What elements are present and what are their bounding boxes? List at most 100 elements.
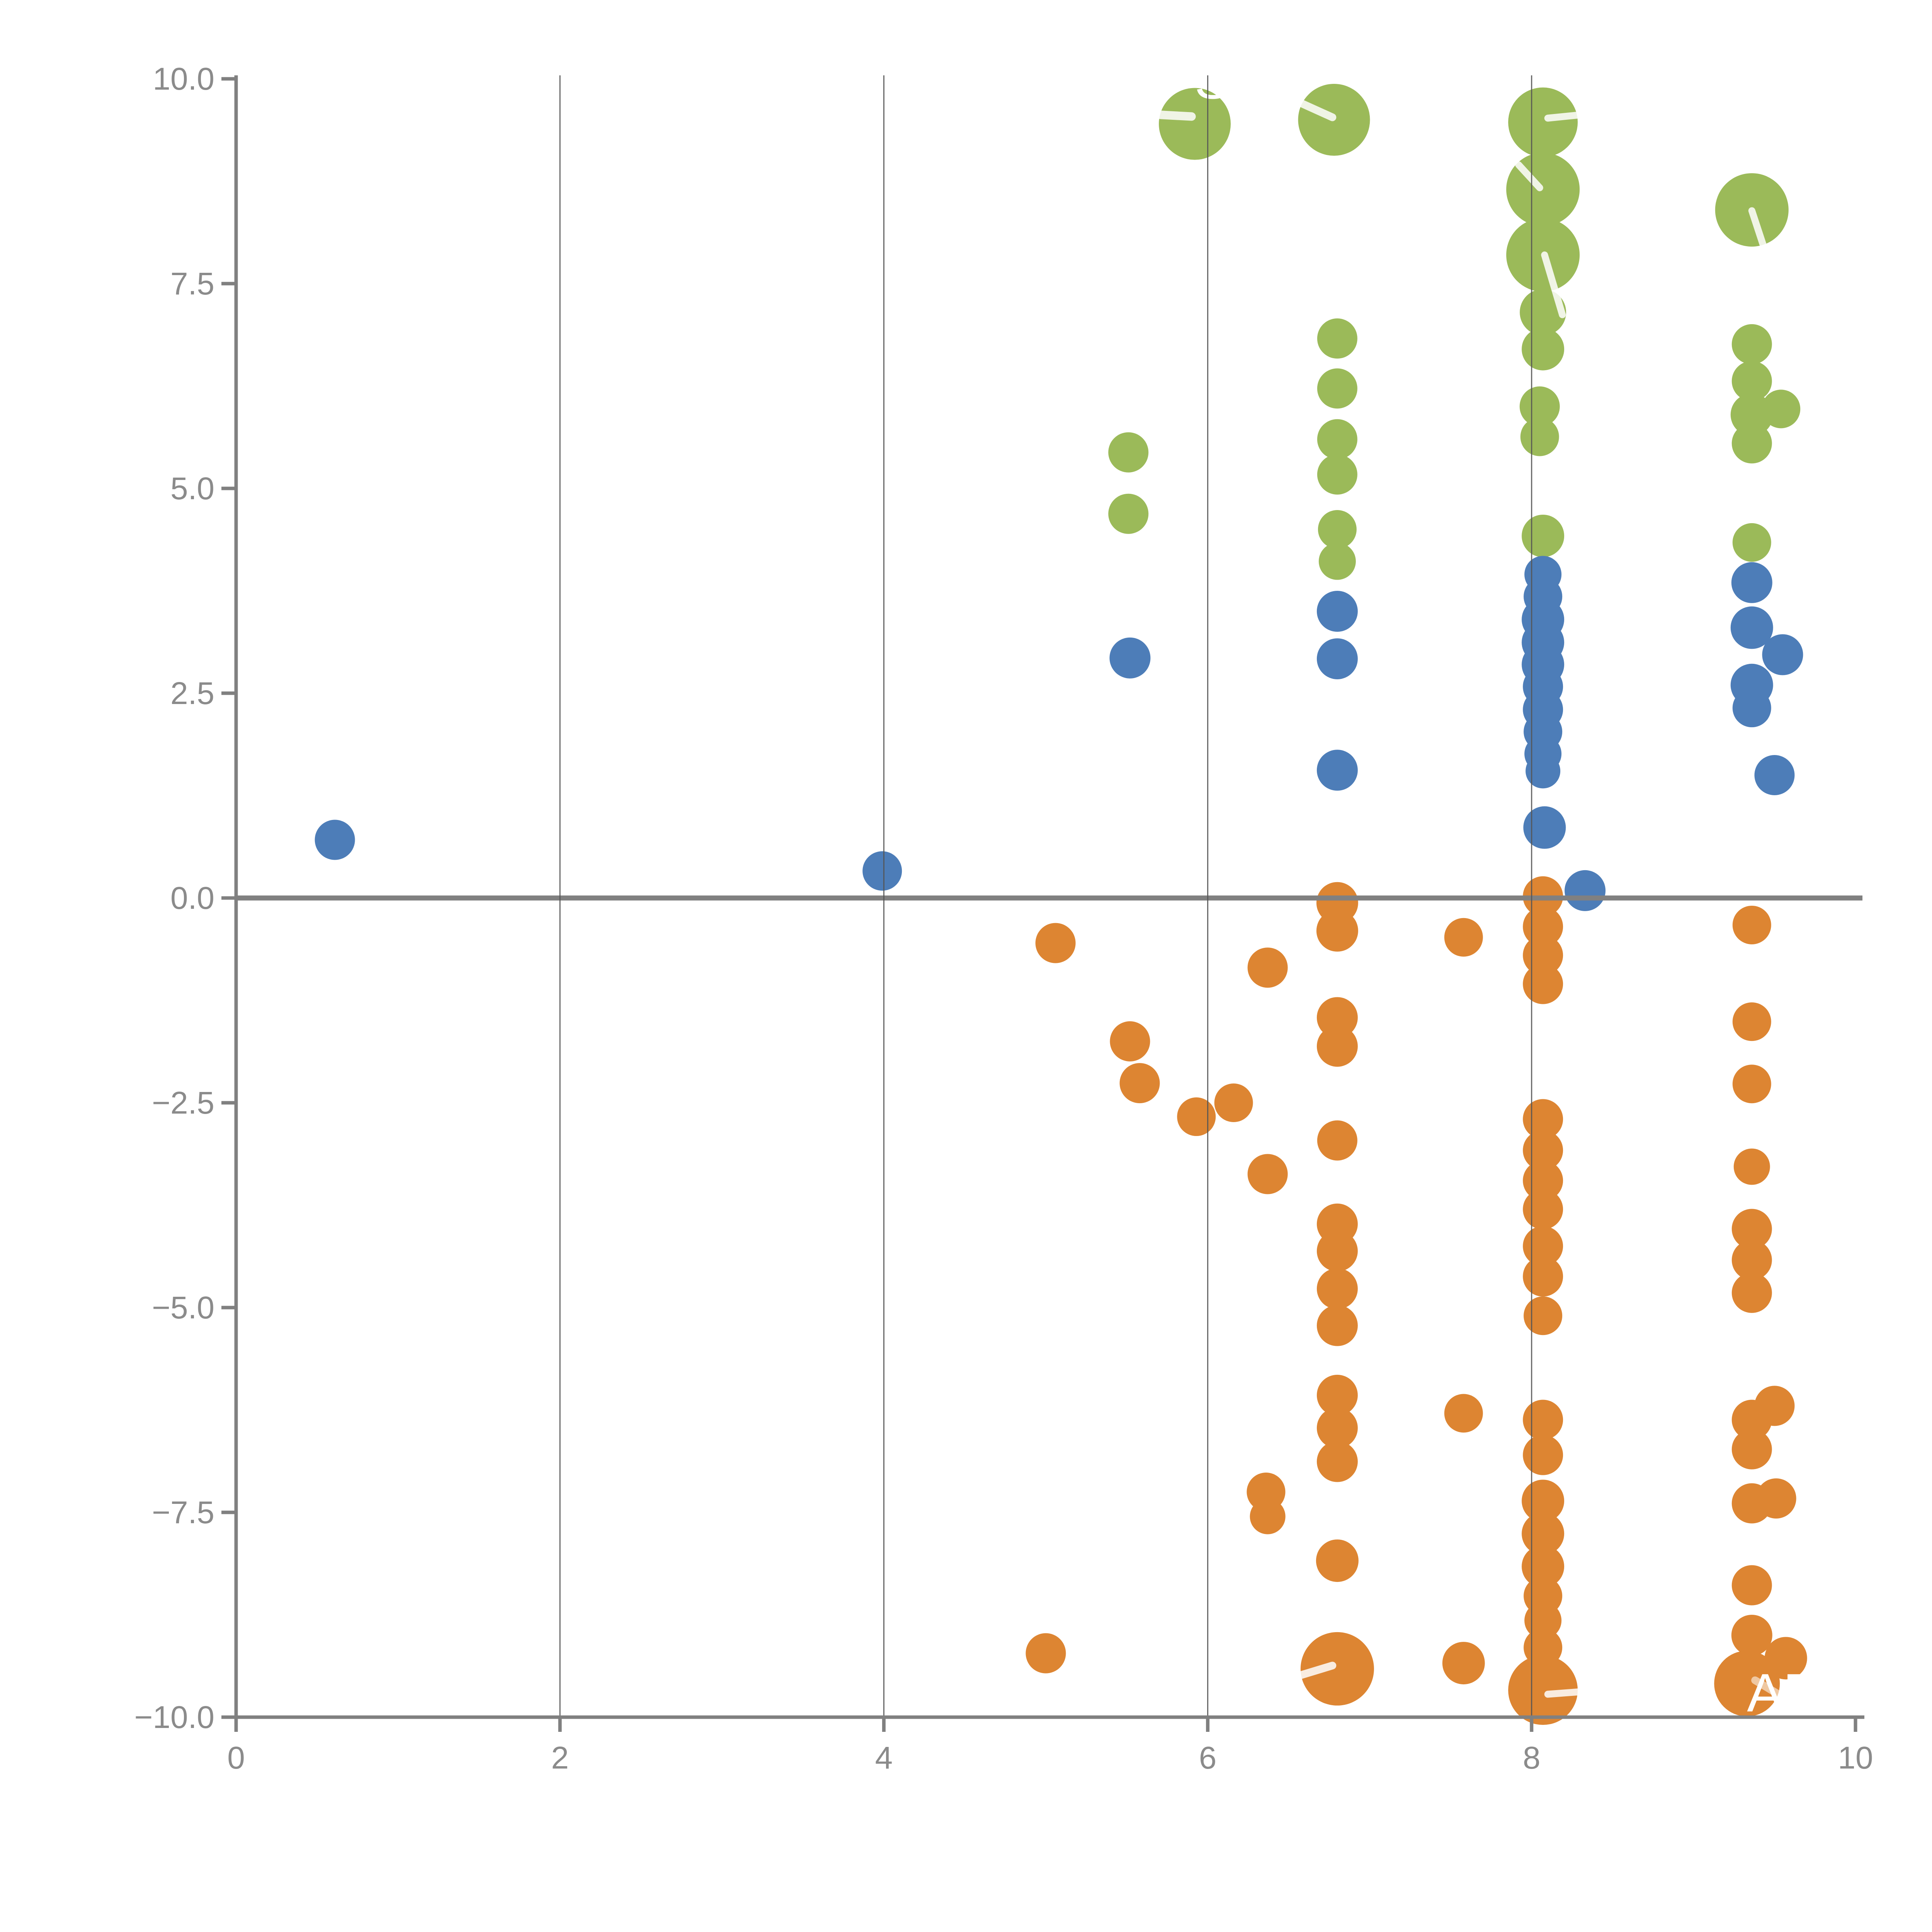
data-point-orange (1523, 1435, 1563, 1475)
data-point-blue (1762, 634, 1803, 675)
data-point-orange (1731, 1272, 1772, 1313)
data-point-orange (1523, 1189, 1563, 1230)
annotation-fragment-7 (1544, 1688, 1584, 1698)
data-point-orange (1522, 1545, 1565, 1588)
data-point-green (1522, 514, 1565, 557)
data-point-orange (1508, 1655, 1578, 1725)
data-point-orange (1444, 1394, 1483, 1433)
gridlines-layer (559, 75, 1532, 1717)
data-point-orange (1035, 923, 1076, 963)
data-point-orange (1316, 1305, 1358, 1346)
data-point-green (1731, 324, 1772, 364)
data-point-green (1108, 432, 1149, 473)
axes-layer (221, 75, 1864, 1732)
data-point-orange (1523, 1130, 1563, 1170)
data-point-green (1317, 318, 1357, 359)
annotation-fragment-0 (1156, 111, 1196, 121)
data-point-orange (1300, 1632, 1374, 1706)
data-point-green (1108, 493, 1149, 534)
y-tick-label--10: −10.0 (134, 1700, 214, 1735)
data-point-orange (1731, 1565, 1772, 1605)
data-point-blue (1523, 806, 1566, 849)
data-point-green (1522, 328, 1565, 371)
data-point-green (1731, 361, 1772, 401)
data-point-orange (1524, 1296, 1563, 1335)
data-point-orange (1731, 1400, 1772, 1440)
data-point-orange (1316, 1230, 1358, 1272)
data-point-green (1762, 389, 1801, 429)
x-tick-label-0: 0 (227, 1740, 245, 1776)
data-point-green (1318, 543, 1356, 580)
data-point-blue (315, 820, 355, 860)
data-point-orange (1316, 1268, 1358, 1310)
data-point-orange (1523, 1099, 1563, 1139)
data-point-orange (1733, 1148, 1770, 1185)
bubbles-layer (315, 84, 1807, 1725)
x-tick-label-10: 10 (1838, 1740, 1873, 1776)
data-point-blue (1754, 755, 1795, 795)
data-point-orange (1247, 947, 1288, 988)
data-point-green (1520, 417, 1559, 456)
data-point-green (1508, 87, 1578, 157)
data-point-blue (1316, 750, 1358, 791)
data-point-orange (1316, 1539, 1359, 1582)
data-point-orange (1732, 1065, 1771, 1104)
data-point-blue (1732, 689, 1771, 728)
y-tick-label-0: 0.0 (170, 881, 214, 916)
data-point-orange (1731, 1429, 1772, 1469)
data-point-blue (1731, 562, 1772, 603)
data-point-orange (1316, 1441, 1358, 1482)
y-tick-label-5: 5.0 (170, 471, 214, 506)
data-point-green (1731, 423, 1772, 464)
data-point-orange (1250, 1498, 1286, 1534)
data-point-orange (1442, 1642, 1485, 1685)
data-point-orange (1119, 1063, 1160, 1104)
data-point-green (1317, 419, 1357, 459)
data-point-orange (1523, 1226, 1563, 1266)
annotation-fragment-6 (1296, 1662, 1337, 1679)
data-point-blue (1730, 606, 1773, 649)
data-point-orange (1316, 997, 1358, 1038)
data-point-orange (1732, 905, 1771, 944)
x-tick-label-4: 4 (875, 1740, 893, 1776)
y-tick-label--5: −5.0 (152, 1290, 214, 1325)
y-tick-label-7.5: 7.5 (170, 266, 214, 301)
annotation-fragment-5 (1748, 207, 1767, 249)
annotation-fragment-1 (1298, 99, 1337, 121)
data-point-orange (1731, 1615, 1772, 1656)
data-point-green (1159, 88, 1231, 160)
data-point-orange (1523, 1160, 1563, 1201)
data-point-blue (1565, 870, 1606, 911)
data-point-orange (1247, 1154, 1288, 1194)
data-point-orange (1316, 1407, 1358, 1449)
data-point-orange (1732, 1002, 1771, 1041)
y-tick-label--7.5: −7.5 (152, 1495, 214, 1530)
data-point-orange (1316, 910, 1358, 952)
data-point-orange (1214, 1083, 1253, 1122)
data-point-green (1317, 454, 1357, 495)
data-point-green (1317, 368, 1357, 409)
y-tick-label--2.5: −2.5 (152, 1085, 214, 1121)
data-point-orange (1524, 1602, 1562, 1639)
data-point-orange (1110, 1021, 1150, 1061)
data-point-orange (1522, 1512, 1565, 1555)
y-tick-label-2.5: 2.5 (170, 676, 214, 711)
data-point-blue (862, 851, 902, 891)
data-point-green (1519, 386, 1560, 427)
data-point-blue (1316, 591, 1358, 632)
data-point-green (1318, 510, 1357, 549)
data-point-orange (1714, 1651, 1780, 1717)
data-point-blue (1526, 753, 1561, 789)
data-point-orange (1317, 1120, 1357, 1161)
annotation-ar: AR (1747, 1662, 1822, 1723)
data-point-orange (1026, 1633, 1066, 1673)
data-point-orange (1522, 1480, 1565, 1522)
data-point-orange (1731, 1483, 1772, 1524)
data-point-orange (1316, 1026, 1358, 1067)
data-point-orange (1731, 1240, 1772, 1281)
data-point-orange (1764, 1637, 1807, 1680)
data-point-orange (1523, 1400, 1563, 1440)
annotation-fragment-2 (1544, 111, 1584, 122)
data-point-orange (1316, 1374, 1358, 1416)
